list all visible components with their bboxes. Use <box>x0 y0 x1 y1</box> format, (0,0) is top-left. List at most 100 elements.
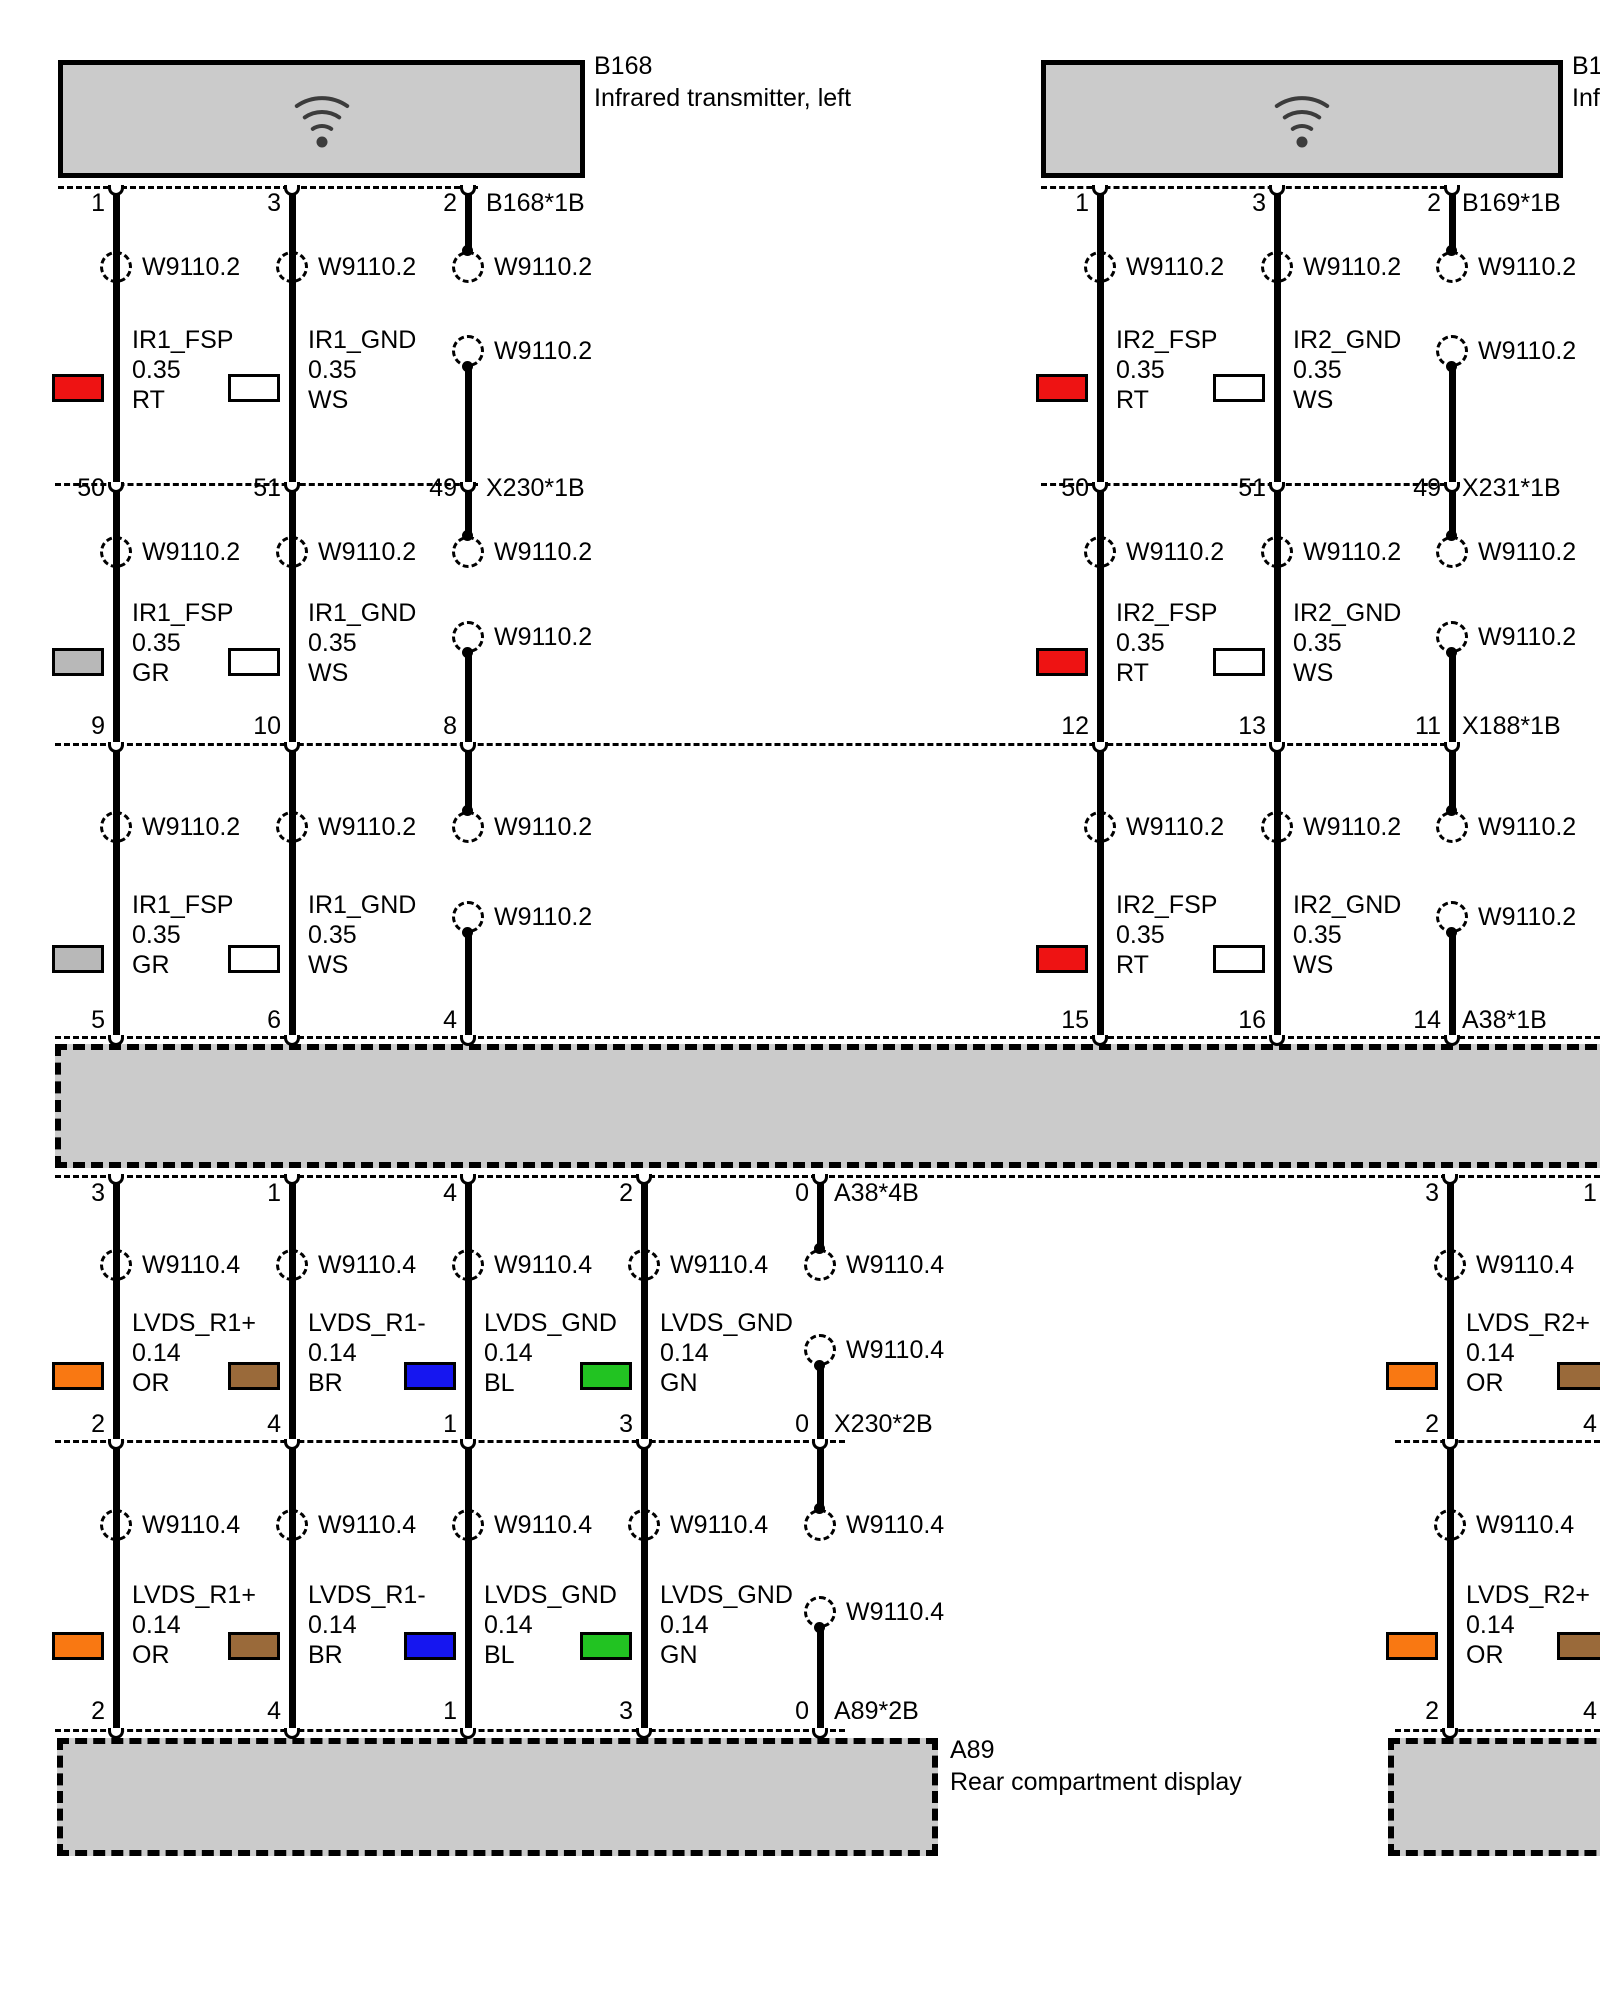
shield-wire-segment <box>817 1366 824 1440</box>
pin-number: 14 <box>1413 1006 1441 1034</box>
shield-wire-segment <box>465 483 472 536</box>
module-name: Rear compartment display <box>950 1768 1242 1796</box>
wire-color-code: RT <box>1116 386 1149 414</box>
shield-ring-icon <box>100 536 132 568</box>
shield-ring-icon <box>100 1509 132 1541</box>
shield-reference-label: W9110.2 <box>1126 538 1225 566</box>
wire-signal: IR2_FSP <box>1116 599 1218 627</box>
wire-color-code: GN <box>660 1369 698 1397</box>
connector-terminal <box>284 1728 300 1739</box>
connector-label: X188*1B <box>1462 712 1561 740</box>
pin-number: 3 <box>619 1697 633 1725</box>
connector-terminal <box>460 482 476 493</box>
pin-number: 6 <box>267 1006 281 1034</box>
wire-signal: LVDS_GND <box>660 1309 793 1337</box>
shield-reference-label: W9110.2 <box>1478 903 1577 931</box>
wire-label: IR2_GND 0.35 WS <box>1293 325 1401 415</box>
wire-color-code: GR <box>132 659 170 687</box>
wire-size: 0.35 <box>132 356 181 384</box>
pin-number: 2 <box>91 1410 105 1438</box>
wire-signal: IR2_GND <box>1293 326 1402 354</box>
wire-color-swatch <box>52 374 104 402</box>
shield-wire-segment <box>817 1175 824 1249</box>
shield-ring-icon <box>1261 811 1293 843</box>
connector-terminal <box>108 185 124 196</box>
pin-number: 1 <box>1075 189 1089 217</box>
shield-reference-label: W9110.4 <box>670 1251 769 1279</box>
shield-reference-label: W9110.2 <box>318 813 417 841</box>
connector-label: A89*2B <box>834 1697 919 1725</box>
wire-label: LVDS_R1+ 0.14 OR <box>132 1580 256 1670</box>
wire-signal: IR1_GND <box>308 599 417 627</box>
wire-color-code: BL <box>484 1641 515 1669</box>
connector-terminal <box>460 1728 476 1739</box>
shield-junction-dot <box>814 1622 825 1633</box>
wire-ir1-fsp <box>113 186 120 1038</box>
shield-wire-segment <box>817 1440 824 1509</box>
connector-terminal <box>460 742 476 753</box>
shield-junction-dot <box>1446 530 1457 541</box>
pin-number: 2 <box>619 1179 633 1207</box>
wire-color-swatch <box>1386 1632 1438 1660</box>
shield-ring-icon <box>100 811 132 843</box>
module-box-a89 <box>57 1738 938 1856</box>
wire-size: 0.14 <box>484 1339 533 1367</box>
connector-label: X230*1B <box>486 474 585 502</box>
module-title-a89: A89 Rear compartment display <box>950 1734 1242 1798</box>
shield-ring-icon <box>628 1509 660 1541</box>
wire-label: LVDS_GND 0.14 GN <box>660 1308 793 1398</box>
wire-color-code: RT <box>1116 659 1149 687</box>
shield-reference-label: W9110.4 <box>846 1511 945 1539</box>
shield-wire-segment <box>1449 933 1456 1038</box>
shield-wire-segment <box>465 653 472 743</box>
wire-size: 0.35 <box>1293 629 1342 657</box>
pin-number: 3 <box>1425 1179 1439 1207</box>
wire-label: LVDS_GND 0.14 GN <box>660 1580 793 1670</box>
shield-wire-segment <box>465 743 472 811</box>
connector-terminal <box>636 1439 652 1450</box>
wire-color-code: WS <box>1293 659 1334 687</box>
wire-signal: IR2_FSP <box>1116 326 1218 354</box>
shield-reference-label: W9110.4 <box>318 1251 417 1279</box>
wire-label: LVDS_R2+ 0.14 OR <box>1466 1308 1590 1398</box>
wire-signal: LVDS_R1+ <box>132 1581 256 1609</box>
shield-ring-icon <box>628 1249 660 1281</box>
shield-ring-icon <box>276 1249 308 1281</box>
shield-ring-icon <box>1084 811 1116 843</box>
wire-signal: IR2_GND <box>1293 891 1402 919</box>
connector-terminal <box>108 1035 124 1046</box>
shield-reference-label: W9110.2 <box>494 813 593 841</box>
connector-terminal <box>1444 1035 1460 1046</box>
shield-reference-label: W9110.4 <box>142 1511 241 1539</box>
connector-terminal <box>284 1439 300 1450</box>
wire-color-code: BR <box>308 1641 343 1669</box>
connector-terminal <box>460 1439 476 1450</box>
pin-number: 1 <box>91 189 105 217</box>
wire-color-code: WS <box>308 951 349 979</box>
wire-color-swatch <box>228 1632 280 1660</box>
shield-reference-label: W9110.2 <box>1303 253 1402 281</box>
connector-terminal <box>1269 1035 1285 1046</box>
wire-signal: IR2_GND <box>1293 599 1402 627</box>
shield-junction-dot <box>814 1360 825 1371</box>
pin-number: 2 <box>1425 1697 1439 1725</box>
wire-lvds-gnd <box>465 1175 472 1729</box>
wire-label: LVDS_R1- 0.14 BR <box>308 1580 426 1670</box>
wire-color-code: OR <box>1466 1641 1504 1669</box>
connector-terminal <box>284 1174 300 1185</box>
connector-terminal <box>812 1728 828 1739</box>
wire-signal: IR1_FSP <box>132 891 234 919</box>
connector-line <box>1041 186 1455 189</box>
connector-terminal <box>284 185 300 196</box>
connector-terminal <box>460 1174 476 1185</box>
pin-number: 4 <box>1583 1697 1597 1725</box>
module-band-a38 <box>55 1044 1600 1168</box>
wire-size: 0.35 <box>1116 356 1165 384</box>
wire-ir1-gnd <box>289 186 296 1038</box>
wire-signal: LVDS_R1- <box>308 1581 426 1609</box>
wire-color-swatch <box>1213 648 1265 676</box>
pin-number: 13 <box>1238 712 1266 740</box>
module-box-b168 <box>58 60 585 178</box>
connector-terminal <box>1092 482 1108 493</box>
